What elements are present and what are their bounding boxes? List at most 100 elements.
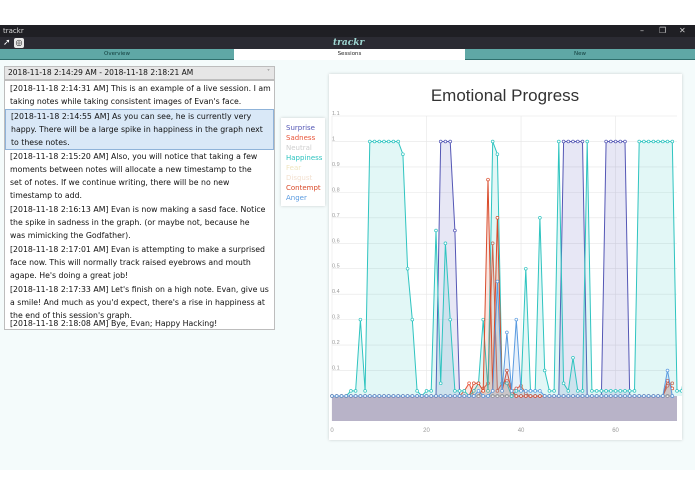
- tab-overview[interactable]: Overview: [0, 49, 234, 60]
- data-point-surprise: [618, 139, 623, 144]
- data-point-surprise: [576, 139, 580, 144]
- maximize-button[interactable]: ❐: [659, 26, 667, 35]
- data-point-anger: [623, 394, 627, 398]
- data-point-anger: [651, 394, 656, 398]
- legend-surprise[interactable]: Surprise: [286, 124, 315, 132]
- data-point-surprise: [623, 139, 627, 144]
- legend-happiness[interactable]: Happiness: [286, 154, 323, 162]
- y-tick-label: 1: [332, 136, 335, 142]
- data-point-anger: [368, 394, 372, 398]
- note-item[interactable]: [2018-11-18 2:16:13 AM] Evan is now maki…: [10, 205, 266, 240]
- data-point-happiness: [604, 389, 608, 393]
- close-button[interactable]: ✕: [679, 26, 686, 35]
- brand-logo: trackr: [333, 38, 365, 48]
- neutral-baseline-area: [332, 396, 677, 421]
- data-point-happiness: [457, 389, 462, 393]
- legend-neutral[interactable]: Neutral: [286, 144, 312, 152]
- data-point-anger: [472, 394, 476, 398]
- note-item-selected[interactable]: [2018-11-18 2:14:55 AM] As you can see, …: [5, 109, 274, 150]
- tab-sessions[interactable]: Sessions: [234, 49, 465, 60]
- tab-new[interactable]: New: [465, 49, 695, 60]
- data-point-anger: [632, 394, 637, 398]
- legend-disgust[interactable]: Disgust: [286, 174, 313, 182]
- data-point-happiness: [542, 368, 547, 373]
- note-item[interactable]: [2018-11-18 2:18:08 AM] Bye, Evan; Happy…: [10, 319, 218, 328]
- data-point-happiness: [358, 317, 363, 322]
- data-point-happiness: [646, 139, 651, 144]
- emotional-progress-chart: Emotional Progress 0.1 0.2 0.3 0.4 0.5 0.6 0.7…: [330, 86, 682, 434]
- data-point-anger: [576, 394, 580, 398]
- data-point-anger: [505, 330, 509, 335]
- data-point-anger: [448, 394, 452, 398]
- data-point-anger: [627, 394, 632, 398]
- data-point-happiness: [561, 381, 566, 386]
- data-point-happiness: [538, 216, 542, 220]
- legend-sadness[interactable]: Sadness: [286, 134, 316, 142]
- data-point-happiness: [585, 139, 589, 144]
- legend-contempt[interactable]: Contempt: [286, 184, 321, 192]
- data-point-happiness: [571, 356, 575, 360]
- legend-fear[interactable]: Fear: [286, 164, 302, 172]
- minimize-button[interactable]: –: [640, 26, 644, 35]
- data-point-surprise: [443, 139, 448, 144]
- session-select[interactable]: 2018-11-18 2:14:29 AM - 2018-11-18 2:18:…: [4, 66, 275, 80]
- data-point-happiness: [590, 389, 594, 393]
- data-point-happiness: [656, 139, 660, 144]
- y-tick-label: 0.5: [332, 264, 340, 270]
- data-point-anger: [372, 394, 377, 398]
- data-point-happiness: [415, 389, 419, 393]
- data-point-anger: [476, 389, 481, 393]
- series-line-happiness: [332, 141, 682, 397]
- data-point-anger: [590, 394, 594, 398]
- data-point-happiness: [443, 241, 448, 246]
- data-point-sadness: [495, 389, 500, 393]
- data-point-surprise: [448, 139, 452, 144]
- data-point-sadness: [670, 381, 675, 386]
- y-tick-label: 0.7: [332, 213, 340, 219]
- data-point-happiness: [594, 389, 599, 393]
- data-point-anger: [438, 394, 443, 398]
- y-tick-label: 0.9: [332, 162, 340, 168]
- data-point-happiness: [424, 389, 429, 393]
- arrow-icon[interactable]: ➚: [3, 38, 11, 48]
- data-point-contempt: [538, 394, 542, 398]
- data-point-happiness: [462, 389, 467, 393]
- data-point-happiness: [599, 389, 604, 393]
- data-point-anger: [410, 394, 415, 398]
- data-point-happiness: [609, 389, 613, 393]
- data-point-anger: [514, 317, 519, 322]
- data-point-happiness: [396, 139, 400, 144]
- note-item[interactable]: [2018-11-18 2:14:31 AM] This is an examp…: [10, 84, 271, 106]
- note-item[interactable]: [2018-11-18 2:17:01 AM] Evan is attempti…: [10, 245, 266, 280]
- data-point-anger: [524, 389, 528, 393]
- notes-list[interactable]: [2018-11-18 2:14:31 AM] This is an examp…: [4, 80, 275, 330]
- note-item[interactable]: [2018-11-18 2:17:33 AM] Let's finish on …: [10, 285, 269, 320]
- note-item[interactable]: [2018-11-18 2:15:20 AM] Also, you will n…: [10, 152, 258, 200]
- data-point-anger: [453, 394, 457, 398]
- data-point-happiness: [353, 389, 358, 393]
- y-tick-label: 0.2: [332, 340, 340, 346]
- data-point-surprise: [561, 139, 566, 144]
- data-point-happiness: [363, 389, 367, 393]
- x-tick-label: 40: [518, 428, 525, 434]
- tab-bar: Overview Sessions New: [0, 49, 695, 60]
- data-point-neutral: [505, 394, 509, 398]
- data-point-surprise: [580, 139, 585, 144]
- chart-legend: Surprise Sadness Neutral Happiness Fear …: [281, 118, 325, 206]
- chart-card: Emotional Progress 0.1 0.2 0.3 0.4 0.5 0.6 0.7…: [329, 74, 682, 440]
- data-point-anger: [401, 394, 405, 398]
- data-point-anger: [665, 368, 670, 373]
- data-point-surprise: [438, 139, 443, 144]
- data-point-happiness: [382, 139, 386, 144]
- legend-anger[interactable]: Anger: [286, 194, 307, 202]
- data-point-happiness: [448, 317, 452, 322]
- data-point-happiness: [670, 139, 675, 144]
- data-point-happiness: [486, 389, 490, 393]
- data-point-sadness: [490, 241, 495, 246]
- data-point-anger: [339, 394, 344, 398]
- data-point-anger: [642, 394, 646, 398]
- camera-icon[interactable]: ◎: [14, 38, 24, 48]
- data-point-anger: [396, 394, 400, 398]
- data-point-happiness: [632, 389, 637, 393]
- data-point-happiness: [661, 139, 665, 144]
